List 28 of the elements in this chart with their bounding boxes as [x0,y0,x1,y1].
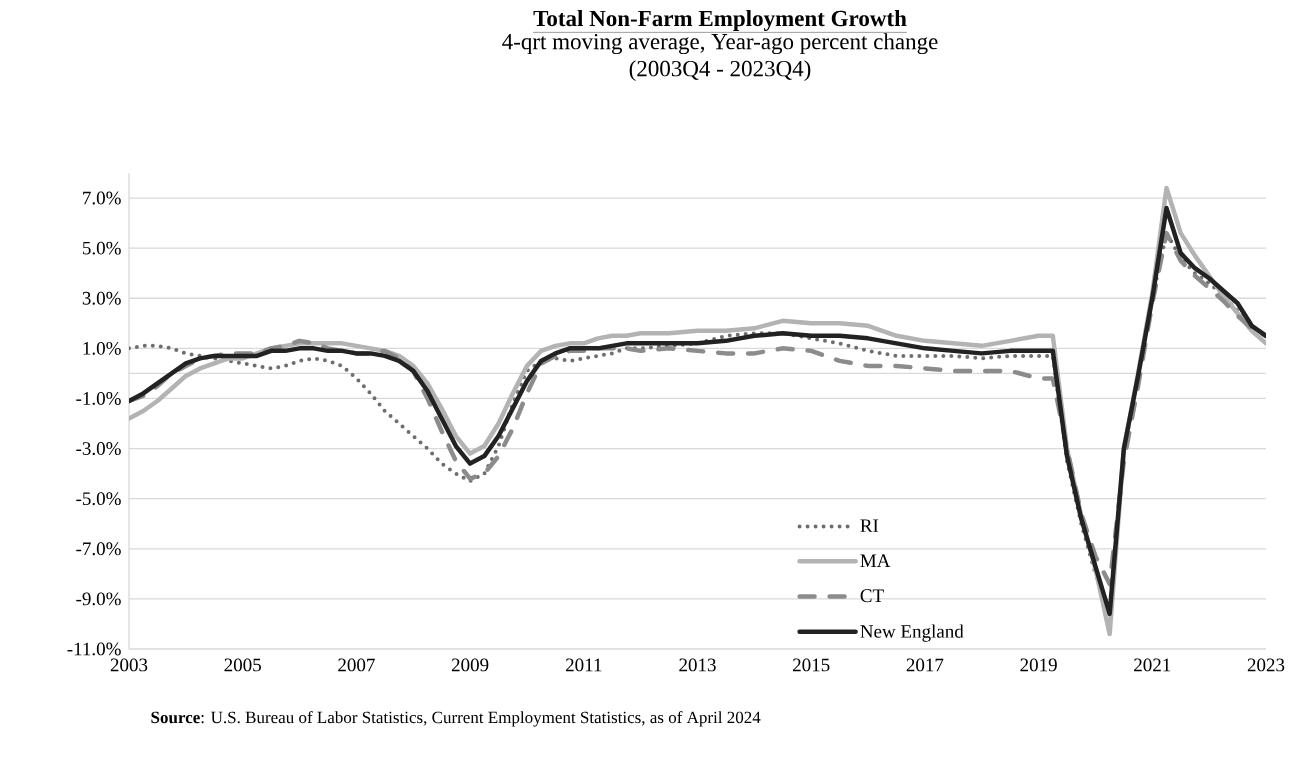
x-tick-label: 2003 [110,658,148,672]
legend-label: CT [860,589,884,603]
x-tick-label: 2013 [679,658,716,672]
x-tick-label: 2017 [906,658,944,672]
y-tick-label: -9.0% [76,592,121,606]
text: Source: U.S. Bureau of Labor Statistics, Current Employment Statistics, as of April 2024 [151,711,761,727]
y-tick-label: -5.0% [76,492,121,506]
y-tick-label: -3.0% [76,442,121,456]
legend-label: MA [860,554,891,567]
y-tick-label: -1.0% [76,392,121,405]
y-tick-label: 7.0% [83,191,121,205]
y-tick-label: 3.0% [82,291,121,305]
x-tick-label: 2019 [1020,658,1057,672]
legend-label: RI [860,519,879,532]
y-tick-label: 5.0% [83,241,121,255]
x-tick-label: 2021 [1134,658,1171,672]
x-tick-label: 2023 [1247,658,1285,672]
x-tick-label: 2007 [338,658,375,672]
x-tick-label: 2009 [451,658,489,672]
legend-label: New England [860,624,964,642]
chart-title: Total Non-Farm Employment Growth [533,10,907,31]
chart-subtitle: 4-qrt moving average, Year-ago percent change (2003Q4 - 2023Q4) [502,33,938,82]
x-tick-label: 2015 [793,658,830,672]
y-tick-label: -11.0% [67,642,121,656]
y-tick-label: 1.0% [83,341,121,355]
y-tick-label: -7.0% [76,542,121,556]
x-tick-label: 2011 [565,658,602,672]
x-tick-label: 2005 [224,658,261,672]
